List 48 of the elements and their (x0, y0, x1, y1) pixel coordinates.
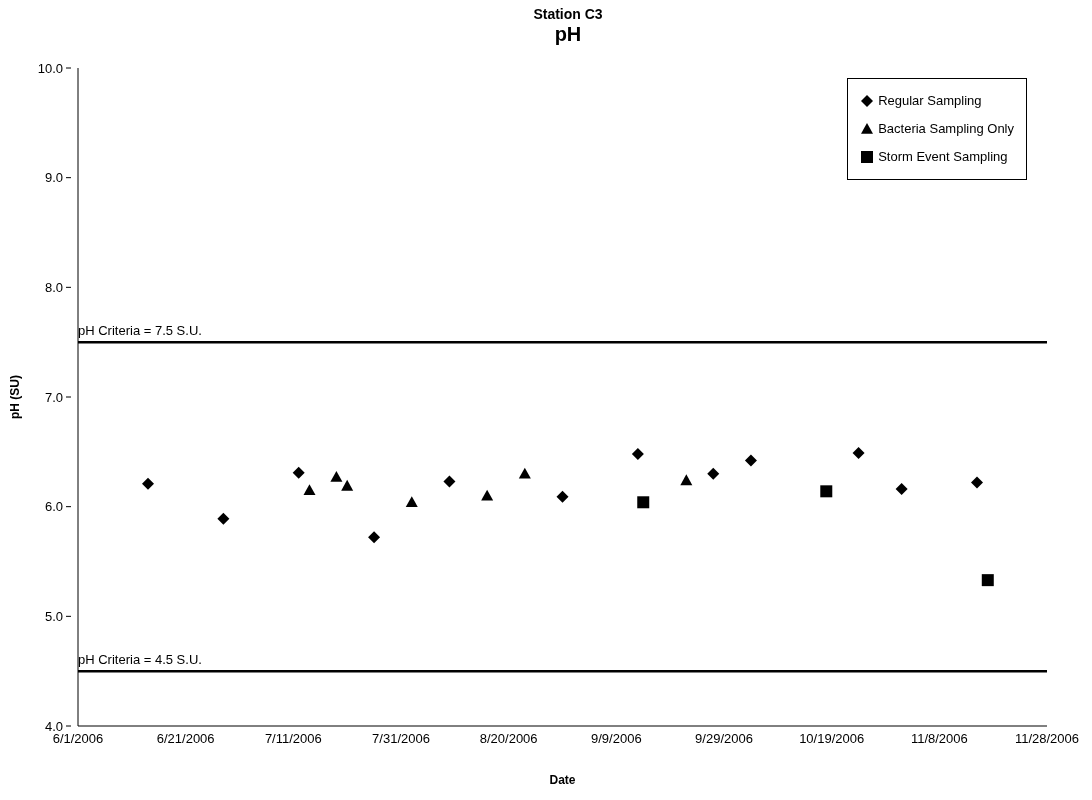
x-axis-title: Date (549, 773, 576, 787)
y-tick-label: 7.0 (44, 389, 63, 405)
x-tick-label: 6/1/2006 (52, 731, 104, 747)
point (368, 531, 381, 544)
point (971, 476, 984, 489)
y-tick-label: 4.0 (44, 718, 63, 734)
point (680, 474, 693, 486)
point (637, 496, 650, 509)
point (631, 448, 644, 461)
ref-line-label: pH Criteria = 7.5 S.U. (78, 323, 202, 339)
y-tick-label: 6.0 (44, 499, 63, 515)
point (443, 475, 456, 488)
ref-line-label: pH Criteria = 4.5 S.U. (78, 652, 202, 668)
x-tick-label: 11/8/2006 (910, 731, 968, 747)
point (341, 479, 354, 491)
point (707, 467, 720, 480)
point (518, 467, 531, 479)
y-tick-label: 5.0 (44, 608, 63, 624)
point (556, 490, 569, 503)
y-tick-label: 10.0 (37, 60, 63, 76)
point (141, 477, 154, 490)
chart-title: Station C3 (532, 6, 604, 22)
legend-label: Storm Event Sampling (878, 148, 1008, 166)
x-tick-label: 11/28/2006 (1014, 731, 1080, 747)
point (852, 446, 865, 459)
point (405, 496, 418, 508)
point (820, 485, 833, 498)
y-tick-label: 8.0 (44, 279, 63, 295)
chart-subtitle: pH (553, 23, 583, 46)
y-tick-label: 9.0 (44, 170, 63, 186)
x-tick-label: 9/9/2006 (591, 731, 642, 747)
point (217, 512, 230, 525)
x-tick-label: 7/11/2006 (264, 731, 322, 747)
point (981, 574, 994, 587)
legend-label: Regular Sampling (878, 92, 982, 110)
x-tick-label: 9/29/2006 (695, 731, 753, 747)
point (744, 454, 757, 467)
legend-label: Bacteria Sampling Only (878, 120, 1014, 138)
x-tick-label: 10/19/2006 (799, 731, 865, 747)
point (895, 483, 908, 496)
x-tick-label: 8/20/2006 (479, 731, 538, 747)
point (481, 489, 494, 501)
point (292, 466, 305, 479)
point (303, 484, 316, 496)
x-tick-label: 6/21/2006 (156, 731, 215, 747)
x-tick-label: 7/31/2006 (372, 731, 430, 747)
point (330, 471, 343, 482)
y-axis-title: pH (SU) (8, 375, 23, 419)
